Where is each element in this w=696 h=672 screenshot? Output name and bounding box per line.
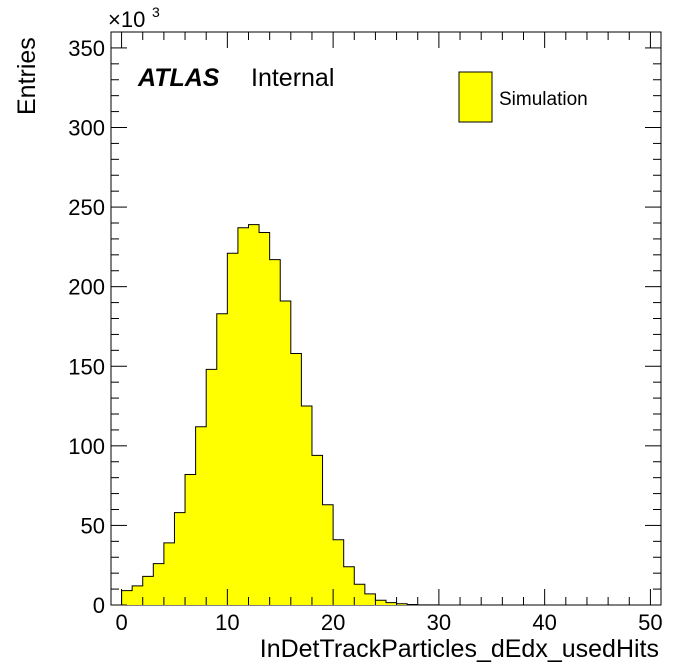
y-axis-title: Entries [13,37,41,115]
histogram-bin [386,602,397,605]
x-tick-labels: 0 10 20 30 40 50 [115,610,662,635]
histogram-bars [121,224,440,606]
histogram-bin [343,566,355,605]
y-tick-label: 150 [68,354,105,379]
x-tick-label: 0 [115,610,127,635]
y-multiplier-exponent: 3 [152,4,160,20]
histogram-bin [333,539,344,605]
histogram-bin [269,259,281,605]
histogram-bin [237,227,249,605]
histogram-bin [216,313,228,605]
histogram-bin [280,300,292,605]
histogram-bin [311,455,323,605]
atlas-label: ATLAS [137,64,220,92]
y-tick-label: 350 [68,36,105,61]
legend-swatch [458,71,493,123]
histogram-bin [290,353,302,605]
histogram-bin [354,584,366,605]
histogram-bin [322,504,334,605]
y-tick-labels: 0 50 100 150 200 250 300 350 [68,36,105,618]
y-tick-label: 0 [93,593,105,618]
histogram-bin [195,426,207,605]
axis-ticks [111,31,661,606]
histogram-bin [259,232,270,606]
y-tick-label: 100 [68,434,105,459]
legend: Simulation [458,71,588,123]
histogram-bin [132,585,144,605]
histogram-bin [375,600,387,605]
histogram-bin [163,542,175,605]
x-tick-label: 10 [215,610,239,635]
internal-label: Internal [251,64,334,92]
histogram-bin [153,563,165,605]
histogram-bin [248,224,260,605]
histogram-bin [396,603,408,605]
y-multiplier: ×10 [108,7,145,32]
histogram-bin [364,593,376,605]
histogram-bin [142,576,154,605]
x-tick-label: 40 [532,610,556,635]
x-tick-label: 20 [321,610,345,635]
histogram-bin [301,406,313,605]
y-tick-label: 50 [81,513,105,538]
histogram-bin [121,590,133,605]
y-tick-label: 300 [68,116,105,141]
x-tick-label: 30 [427,610,451,635]
histogram-bin [185,474,196,605]
y-tick-label: 250 [68,195,105,220]
histogram-bin [206,369,218,605]
y-tick-label: 200 [68,275,105,300]
legend-label: Simulation [499,89,588,110]
histogram-bin [227,253,239,605]
x-tick-label: 50 [638,610,662,635]
histogram-bin [174,512,186,605]
histogram-outline [111,224,661,606]
x-axis-title: InDetTrackParticles_dEdx_usedHits [260,635,659,663]
